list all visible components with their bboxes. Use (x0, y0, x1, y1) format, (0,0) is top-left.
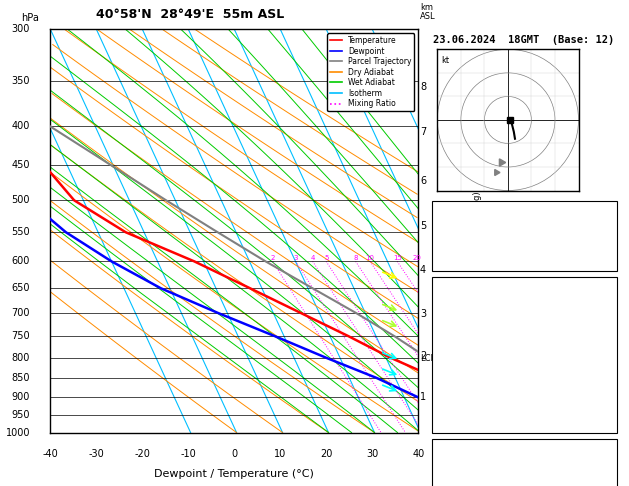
FancyBboxPatch shape (432, 201, 617, 271)
Text: © weatheronline.co.uk: © weatheronline.co.uk (470, 419, 576, 429)
Text: CAPE (J): CAPE (J) (438, 387, 481, 397)
Text: 750: 750 (11, 331, 30, 341)
Text: 800: 800 (12, 353, 30, 363)
Text: K: K (438, 204, 443, 213)
Text: Most Unstable: Most Unstable (489, 443, 559, 451)
Text: 900: 900 (12, 392, 30, 402)
Text: Totals Totals: Totals Totals (438, 225, 508, 234)
Text: Dewpoint / Temperature (°C): Dewpoint / Temperature (°C) (154, 469, 314, 479)
Text: 0: 0 (231, 449, 237, 459)
FancyBboxPatch shape (432, 277, 617, 434)
Text: 4: 4 (311, 255, 315, 261)
Text: 0: 0 (605, 409, 611, 418)
Text: -10: -10 (181, 449, 196, 459)
Text: 3: 3 (294, 255, 298, 261)
Text: 33: 33 (600, 225, 611, 234)
Text: LCL: LCL (420, 354, 435, 363)
Text: 450: 450 (11, 160, 30, 170)
Text: CIN (J): CIN (J) (438, 409, 476, 418)
Text: Surface: Surface (506, 280, 543, 290)
Text: 5: 5 (420, 221, 426, 231)
Text: 0: 0 (605, 204, 611, 213)
Text: 8: 8 (353, 255, 358, 261)
Text: θe(K): θe(K) (438, 345, 465, 354)
Text: Mixing Ratio (g/kg): Mixing Ratio (g/kg) (472, 191, 482, 271)
Text: 14.5: 14.5 (589, 323, 611, 332)
Text: 23.06.2024  18GMT  (Base: 12): 23.06.2024 18GMT (Base: 12) (433, 35, 614, 45)
Text: Pressure (mb): Pressure (mb) (438, 464, 508, 473)
Text: 20: 20 (413, 255, 421, 261)
Text: 1.7: 1.7 (594, 246, 611, 256)
Text: 10: 10 (274, 449, 286, 459)
Text: 950: 950 (11, 410, 30, 420)
Text: 1000: 1000 (6, 428, 30, 437)
Text: 850: 850 (11, 373, 30, 383)
Text: 350: 350 (11, 76, 30, 86)
Text: -20: -20 (135, 449, 150, 459)
Text: 15: 15 (392, 255, 402, 261)
Text: 8: 8 (420, 82, 426, 91)
Text: -30: -30 (89, 449, 104, 459)
Text: 40°58'N  28°49'E  55m ASL: 40°58'N 28°49'E 55m ASL (96, 8, 284, 21)
Text: kt: kt (442, 56, 450, 66)
Text: 7: 7 (420, 127, 426, 137)
Text: 300: 300 (12, 24, 30, 34)
Text: km
ASL: km ASL (420, 3, 436, 21)
Text: 40: 40 (412, 449, 425, 459)
Text: 500: 500 (11, 195, 30, 205)
Text: 4: 4 (420, 265, 426, 275)
Text: 550: 550 (11, 227, 30, 237)
Text: hPa: hPa (21, 13, 39, 23)
Text: 2: 2 (420, 351, 426, 361)
Text: 2: 2 (270, 255, 275, 261)
Text: 1001: 1001 (589, 464, 611, 473)
Text: 1: 1 (420, 392, 426, 402)
Text: 4: 4 (605, 366, 611, 375)
Text: 20: 20 (320, 449, 332, 459)
Text: 6: 6 (420, 176, 426, 186)
Text: -40: -40 (42, 449, 58, 459)
Text: 27.2: 27.2 (589, 302, 611, 311)
Text: 650: 650 (11, 283, 30, 293)
Text: Dewp (°C): Dewp (°C) (438, 323, 486, 332)
Text: 30: 30 (366, 449, 378, 459)
Text: 0: 0 (605, 387, 611, 397)
Text: Temp (°C): Temp (°C) (438, 302, 486, 311)
Text: 400: 400 (12, 121, 30, 131)
Text: Lifted Index: Lifted Index (438, 366, 503, 375)
Text: 10: 10 (365, 255, 375, 261)
Legend: Temperature, Dewpoint, Parcel Trajectory, Dry Adiabat, Wet Adiabat, Isotherm, Mi: Temperature, Dewpoint, Parcel Trajectory… (327, 33, 415, 111)
Text: 600: 600 (12, 257, 30, 266)
Text: 5: 5 (324, 255, 328, 261)
Text: 700: 700 (11, 308, 30, 318)
Text: PW (cm): PW (cm) (438, 246, 476, 256)
Text: 330: 330 (594, 345, 611, 354)
FancyBboxPatch shape (432, 439, 617, 486)
Text: 3: 3 (420, 309, 426, 318)
